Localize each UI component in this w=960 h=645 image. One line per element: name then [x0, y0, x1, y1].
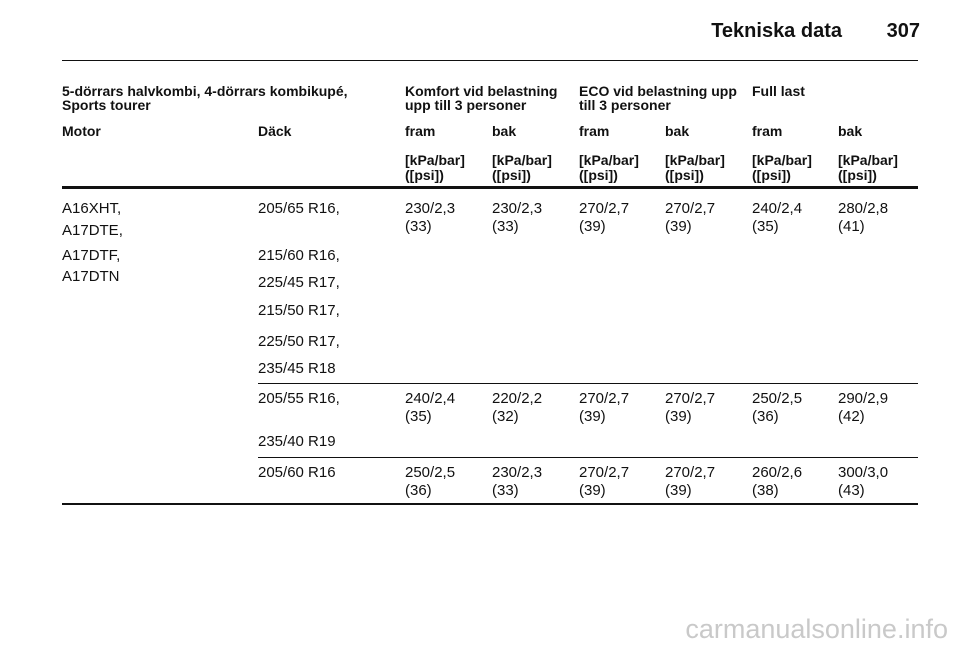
pressure: 260/2,6 — [752, 464, 803, 481]
unit-heading: ([psi]) — [492, 167, 531, 183]
model-heading: 5-dörrars halvkombi, 4-dörrars kombikupé… — [62, 83, 348, 99]
pressure: (33) — [405, 218, 432, 235]
pressure: (33) — [492, 218, 519, 235]
column-heading: Däck — [258, 123, 292, 139]
pressure: 240/2,4 — [752, 200, 803, 217]
pressure: 270/2,7 — [579, 200, 630, 217]
tire-size: 215/60 R16, — [258, 247, 340, 264]
unit-heading: [kPa/bar] — [492, 152, 552, 168]
tire-size: 225/45 R17, — [258, 274, 340, 291]
pressure: 270/2,7 — [579, 464, 630, 481]
unit-heading: [kPa/bar] — [665, 152, 725, 168]
pressure: (41) — [838, 218, 865, 235]
pressure: (39) — [665, 218, 692, 235]
pressure: 270/2,7 — [665, 200, 716, 217]
motor: A17DTF, — [62, 247, 121, 264]
motor: A16XHT, — [62, 200, 122, 217]
tire-size: 235/40 R19 — [258, 433, 336, 450]
pressure: 230/2,3 — [405, 200, 456, 217]
column-heading: Motor — [62, 123, 101, 139]
tire-size: 225/50 R17, — [258, 333, 340, 350]
load-heading: till 3 personer — [579, 97, 671, 113]
pressure: 270/2,7 — [665, 464, 716, 481]
pressure: (39) — [579, 408, 606, 425]
tire-size: 235/45 R18 — [258, 360, 336, 377]
tire-size: 205/60 R16 — [258, 464, 336, 481]
pressure: (42) — [838, 408, 865, 425]
pressure: (32) — [492, 408, 519, 425]
pressure: (36) — [752, 408, 779, 425]
pressure: (35) — [405, 408, 432, 425]
unit-heading: [kPa/bar] — [579, 152, 639, 168]
pressure: 290/2,9 — [838, 390, 889, 407]
page-title: Tekniska data — [711, 20, 842, 42]
unit-heading: ([psi]) — [665, 167, 704, 183]
column-heading: bak — [492, 123, 517, 139]
motor: A17DTN — [62, 268, 120, 285]
load-heading: upp till 3 personer — [405, 97, 527, 113]
unit-heading: ([psi]) — [838, 167, 877, 183]
load-heading: Komfort vid belastning — [405, 83, 558, 99]
tire-size: 205/65 R16, — [258, 200, 340, 217]
column-heading: fram — [579, 123, 610, 139]
unit-heading: [kPa/bar] — [838, 152, 898, 168]
tire-size: 215/50 R17, — [258, 302, 340, 319]
pressure: (43) — [838, 482, 865, 499]
unit-heading: [kPa/bar] — [752, 152, 812, 168]
pressure: (35) — [752, 218, 779, 235]
pressure: (39) — [665, 408, 692, 425]
tire-size: 205/55 R16, — [258, 390, 340, 407]
pressure: (39) — [579, 218, 606, 235]
pressure: 270/2,7 — [665, 390, 716, 407]
pressure: 220/2,2 — [492, 390, 543, 407]
load-heading: Full last — [752, 83, 805, 99]
pressure: 230/2,3 — [492, 464, 543, 481]
row-rule — [258, 457, 918, 458]
pressure: 300/3,0 — [838, 464, 889, 481]
pressure: 280/2,8 — [838, 200, 889, 217]
table-head-rule — [62, 186, 918, 189]
page-number: 307 — [886, 20, 920, 42]
row-rule — [258, 383, 918, 384]
pressure: (38) — [752, 482, 779, 499]
unit-heading: [kPa/bar] — [405, 152, 465, 168]
pressure: 250/2,5 — [405, 464, 456, 481]
column-heading: fram — [405, 123, 436, 139]
pressure: 240/2,4 — [405, 390, 456, 407]
pressure: 250/2,5 — [752, 390, 803, 407]
pressure: (33) — [492, 482, 519, 499]
header-rule — [62, 60, 918, 61]
load-heading: ECO vid belastning upp — [579, 83, 737, 99]
model-heading: Sports tourer — [62, 97, 151, 113]
column-heading: bak — [665, 123, 690, 139]
column-heading: bak — [838, 123, 863, 139]
column-heading: fram — [752, 123, 783, 139]
pressure: (39) — [665, 482, 692, 499]
watermark: carmanualsonline.info — [685, 614, 948, 644]
pressure: (39) — [579, 482, 606, 499]
motor: A17DTE, — [62, 222, 123, 239]
unit-heading: ([psi]) — [405, 167, 444, 183]
pressure: 270/2,7 — [579, 390, 630, 407]
table-bottom-rule — [62, 503, 918, 505]
pressure: 230/2,3 — [492, 200, 543, 217]
unit-heading: ([psi]) — [752, 167, 791, 183]
unit-heading: ([psi]) — [579, 167, 618, 183]
pressure: (36) — [405, 482, 432, 499]
